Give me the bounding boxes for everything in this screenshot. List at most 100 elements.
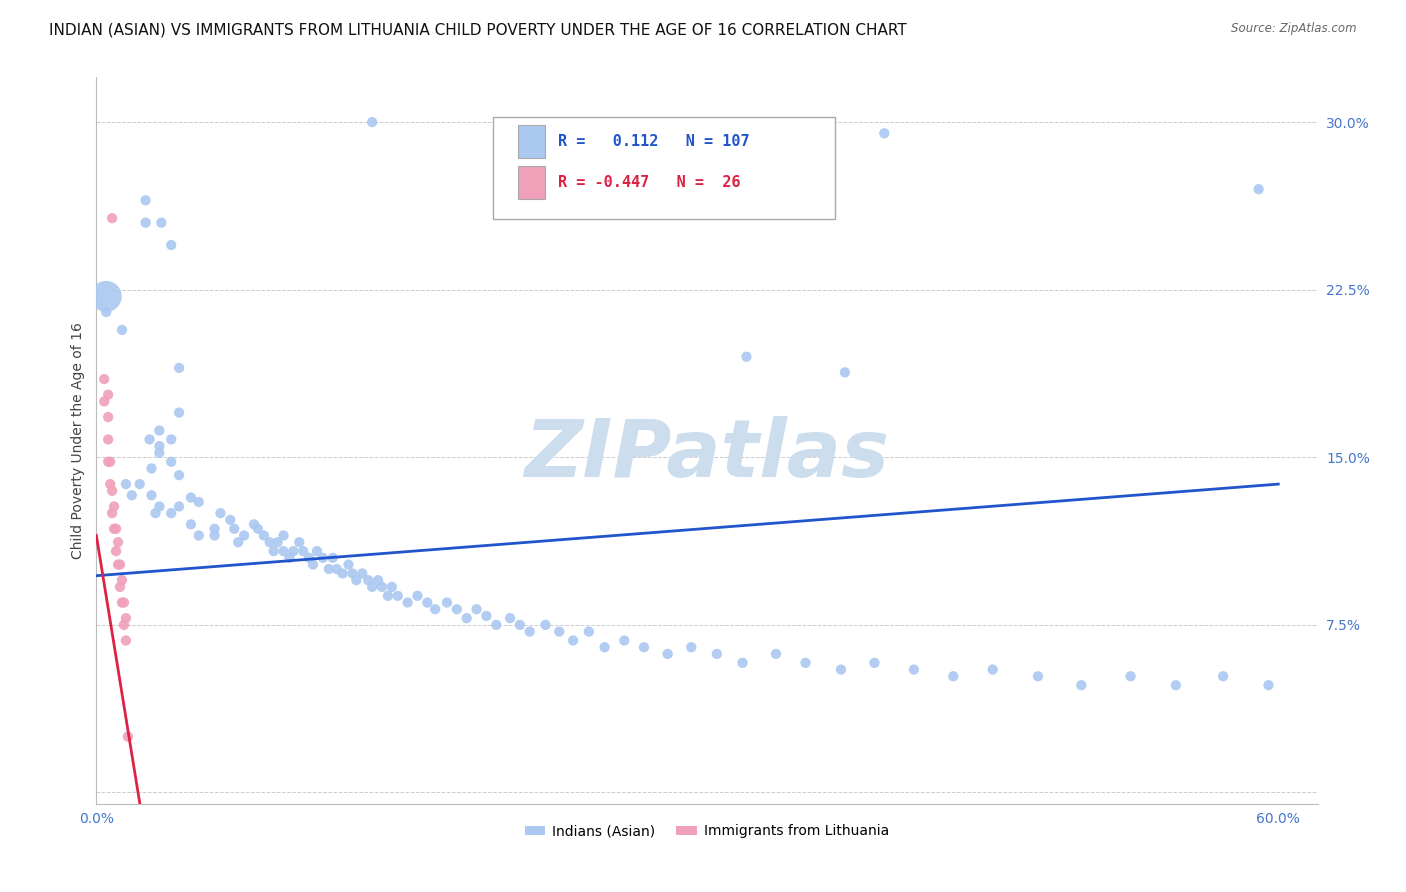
Point: [259, 535, 281, 549]
Point: [367, 573, 389, 587]
Point: [148, 424, 170, 438]
Point: [578, 624, 600, 639]
Text: Source: ZipAtlas.com: Source: ZipAtlas.com: [1232, 22, 1357, 36]
Point: [160, 506, 183, 520]
Point: [475, 609, 498, 624]
Point: [167, 468, 190, 483]
Point: [167, 406, 190, 420]
Point: [167, 360, 190, 375]
Point: [209, 506, 232, 520]
Point: [97, 410, 120, 425]
Point: [302, 558, 325, 572]
Point: [93, 372, 115, 386]
Point: [288, 535, 311, 549]
Point: [204, 522, 226, 536]
Point: [305, 544, 328, 558]
Point: [416, 595, 439, 609]
Point: [101, 506, 124, 520]
Point: [93, 394, 115, 409]
Point: [115, 477, 138, 491]
Text: ZIPatlas: ZIPatlas: [524, 416, 890, 494]
Point: [107, 535, 129, 549]
Point: [318, 562, 340, 576]
Point: [167, 500, 190, 514]
Point: [352, 566, 374, 581]
Point: [138, 433, 160, 447]
Point: [731, 656, 754, 670]
Point: [377, 589, 399, 603]
Point: [187, 495, 209, 509]
Point: [534, 618, 557, 632]
Point: [128, 477, 150, 491]
Point: [371, 580, 394, 594]
Point: [322, 550, 344, 565]
Point: [160, 455, 183, 469]
Point: [243, 517, 266, 532]
Point: [706, 647, 728, 661]
Point: [1070, 678, 1092, 692]
Point: [148, 500, 170, 514]
Point: [97, 388, 120, 402]
Point: [613, 633, 636, 648]
Point: [499, 611, 522, 625]
Point: [593, 640, 616, 655]
Point: [111, 573, 134, 587]
Point: [98, 455, 121, 469]
Point: [657, 647, 679, 661]
Text: R = -0.447   N =  26: R = -0.447 N = 26: [558, 175, 741, 190]
Point: [98, 477, 121, 491]
Point: [312, 550, 335, 565]
Legend: Indians (Asian), Immigrants from Lithuania: Indians (Asian), Immigrants from Lithuan…: [519, 819, 896, 844]
Point: [337, 558, 360, 572]
Point: [465, 602, 488, 616]
Point: [145, 506, 167, 520]
Point: [105, 522, 128, 536]
Point: [509, 618, 531, 632]
Point: [446, 602, 468, 616]
Point: [263, 544, 285, 558]
Point: [436, 595, 458, 609]
Point: [246, 522, 269, 536]
Point: [633, 640, 655, 655]
Point: [1119, 669, 1142, 683]
Point: [219, 513, 242, 527]
Point: [794, 656, 817, 670]
Point: [425, 602, 447, 616]
Point: [765, 647, 787, 661]
Point: [903, 663, 925, 677]
Point: [273, 544, 295, 558]
Point: [141, 461, 163, 475]
Point: [942, 669, 965, 683]
Point: [548, 624, 571, 639]
Point: [135, 194, 157, 208]
Point: [342, 566, 364, 581]
Text: R =   0.112   N = 107: R = 0.112 N = 107: [558, 134, 749, 149]
Point: [97, 455, 120, 469]
Point: [103, 522, 125, 536]
Point: [325, 562, 347, 576]
Point: [112, 595, 135, 609]
Point: [1026, 669, 1049, 683]
Point: [1212, 669, 1234, 683]
Point: [108, 558, 131, 572]
Point: [292, 544, 315, 558]
Point: [111, 323, 134, 337]
Point: [873, 126, 896, 140]
Point: [141, 488, 163, 502]
Point: [96, 305, 118, 319]
Point: [1164, 678, 1187, 692]
Point: [332, 566, 354, 581]
Point: [361, 580, 384, 594]
Point: [273, 528, 295, 542]
Point: [105, 544, 128, 558]
Point: [103, 500, 125, 514]
Point: [111, 595, 134, 609]
Point: [830, 663, 852, 677]
Y-axis label: Child Poverty Under the Age of 16: Child Poverty Under the Age of 16: [72, 322, 86, 559]
Point: [456, 611, 478, 625]
Point: [834, 365, 856, 379]
Point: [121, 488, 143, 502]
Point: [681, 640, 703, 655]
Point: [357, 573, 380, 587]
Point: [117, 730, 139, 744]
